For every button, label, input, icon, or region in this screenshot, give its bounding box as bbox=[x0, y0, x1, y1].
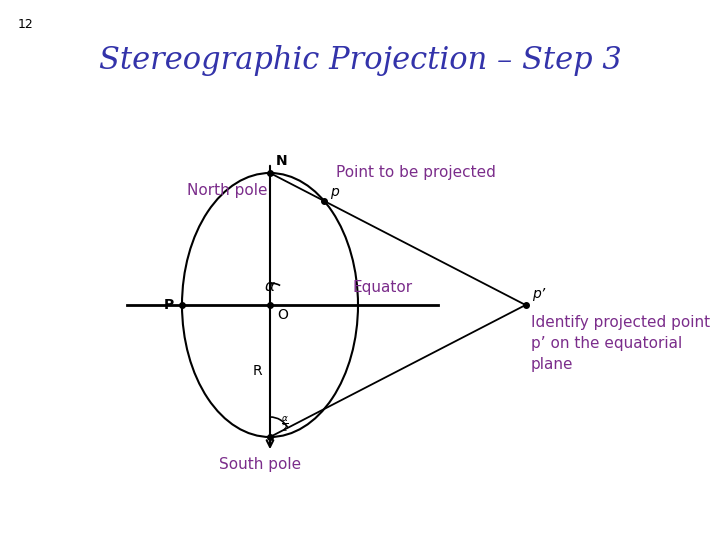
Text: R: R bbox=[253, 364, 262, 378]
Text: P: P bbox=[163, 298, 174, 312]
Text: Stereographic Projection – Step 3: Stereographic Projection – Step 3 bbox=[99, 45, 621, 76]
Text: Equator: Equator bbox=[353, 280, 413, 295]
Text: N: N bbox=[276, 154, 287, 168]
Text: $\frac{\alpha}{2}$: $\frac{\alpha}{2}$ bbox=[282, 415, 289, 434]
Text: Point to be projected: Point to be projected bbox=[336, 165, 496, 180]
Text: p: p bbox=[330, 185, 339, 199]
Text: $\alpha$: $\alpha$ bbox=[264, 280, 276, 294]
Text: p’: p’ bbox=[531, 287, 545, 301]
Text: North pole: North pole bbox=[187, 183, 268, 198]
Text: Identify projected point
p’ on the equatorial
plane: Identify projected point p’ on the equat… bbox=[531, 315, 710, 372]
Text: South pole: South pole bbox=[219, 457, 301, 472]
Text: 12: 12 bbox=[18, 18, 34, 31]
Text: O: O bbox=[277, 308, 288, 322]
